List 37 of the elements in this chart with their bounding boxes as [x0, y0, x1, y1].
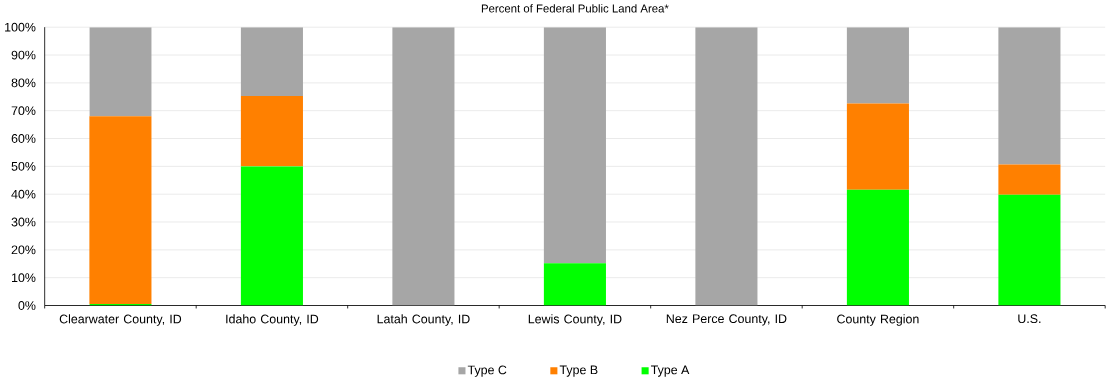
y-tick-label: 70% [11, 106, 36, 115]
x-tick-label: Idaho County, ID [226, 314, 319, 326]
x-tick-label: County Region [837, 314, 919, 326]
bar [543, 263, 606, 306]
x-tick-label: Nez Perce County, ID [666, 314, 787, 326]
y-tick-label: 50% [11, 161, 36, 171]
bar [89, 27, 152, 117]
legend-label: Type B [559, 365, 598, 377]
x-tick-label: Latah County, ID [377, 314, 470, 326]
x-tick-label: U.S. [1018, 314, 1041, 323]
bar [998, 194, 1061, 306]
bar [543, 27, 606, 264]
y-tick-label: 40% [11, 189, 36, 199]
y-tick-label: 80% [11, 78, 36, 88]
chart-title: Percent of Federal Public Land Area* [481, 4, 669, 13]
x-tick-label: Clearwater County, ID [59, 314, 182, 326]
y-tick-label: 60% [11, 134, 36, 143]
y-tick-label: 100% [5, 22, 36, 32]
bar [998, 27, 1061, 165]
y-tick-label: 10% [12, 273, 36, 282]
bar [240, 95, 303, 167]
y-tick-label: 0% [18, 301, 36, 310]
legend-label: Type C [467, 365, 507, 377]
bar [846, 27, 909, 104]
bar [846, 189, 909, 306]
y-tick-label: 90% [11, 50, 36, 60]
bar [89, 116, 152, 305]
x-tick-label: Lewis County, ID [528, 314, 622, 326]
bar [240, 27, 303, 96]
legend-label: Type A [650, 365, 690, 377]
bar [240, 166, 303, 306]
bar [695, 27, 758, 306]
bar [998, 164, 1061, 195]
y-tick-label: 20% [11, 245, 36, 255]
bar [846, 103, 909, 190]
bar [392, 27, 455, 306]
y-tick-label: 30% [11, 217, 36, 227]
